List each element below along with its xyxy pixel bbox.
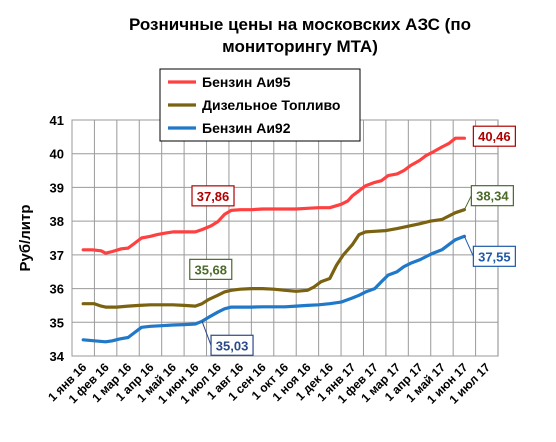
y-tick-label: 39 (50, 180, 64, 195)
y-tick-label: 38 (50, 214, 64, 229)
series-line-2 (81, 234, 466, 344)
annotation-label: 35,03 (216, 338, 249, 353)
annotation-box (472, 125, 516, 147)
y-axis-label: Руб/литр (17, 204, 34, 271)
grid-lines (71, 119, 498, 357)
y-tick-label: 40 (50, 147, 64, 162)
annotation-box (191, 185, 235, 207)
series-line-0 (81, 136, 466, 255)
annotation-label: 35,68 (194, 262, 227, 277)
y-tick-label: 35 (50, 315, 64, 330)
chart-title-line2: мониторингу МТА) (222, 37, 378, 56)
legend-label-0: Бензин Аи95 (202, 74, 291, 90)
plot-area (71, 119, 499, 357)
value-annotations: 37,86 35,68 35,03 40,46 38,34 37,55 (189, 125, 516, 356)
annotation-box (472, 245, 516, 267)
chart-title-line1: Розничные цены на московских АЗС (по (129, 15, 471, 34)
legend: Бензин Аи95 Дизельное Топливо Бензин Аи92 (159, 68, 361, 142)
y-tick-label: 34 (50, 349, 65, 364)
annotation-label: 38,34 (476, 189, 509, 204)
annotation-label: 37,55 (478, 249, 511, 264)
annotation-leader (463, 236, 474, 257)
y-tick-label: 41 (50, 113, 64, 128)
y-tick-label: 37 (50, 248, 64, 263)
legend-label-1: Дизельное Топливо (202, 97, 340, 113)
x-axis-ticks: 1 янв 161 фев 161 мар 161 апр 161 май 16… (45, 360, 493, 407)
y-tick-label: 36 (50, 282, 64, 297)
series-lines (81, 136, 466, 344)
annotation-label: 37,86 (197, 189, 230, 204)
annotation-leader (201, 321, 212, 346)
annotation-box (189, 258, 233, 280)
legend-label-2: Бензин Аи92 (202, 120, 291, 136)
annotation-box (210, 334, 254, 356)
annotation-leader (463, 195, 472, 210)
annotation-label: 40,46 (478, 129, 511, 144)
annotation-box (470, 185, 514, 207)
y-axis-ticks: 34 35 36 37 38 39 40 41 (50, 113, 65, 364)
series-line-1 (81, 208, 466, 309)
